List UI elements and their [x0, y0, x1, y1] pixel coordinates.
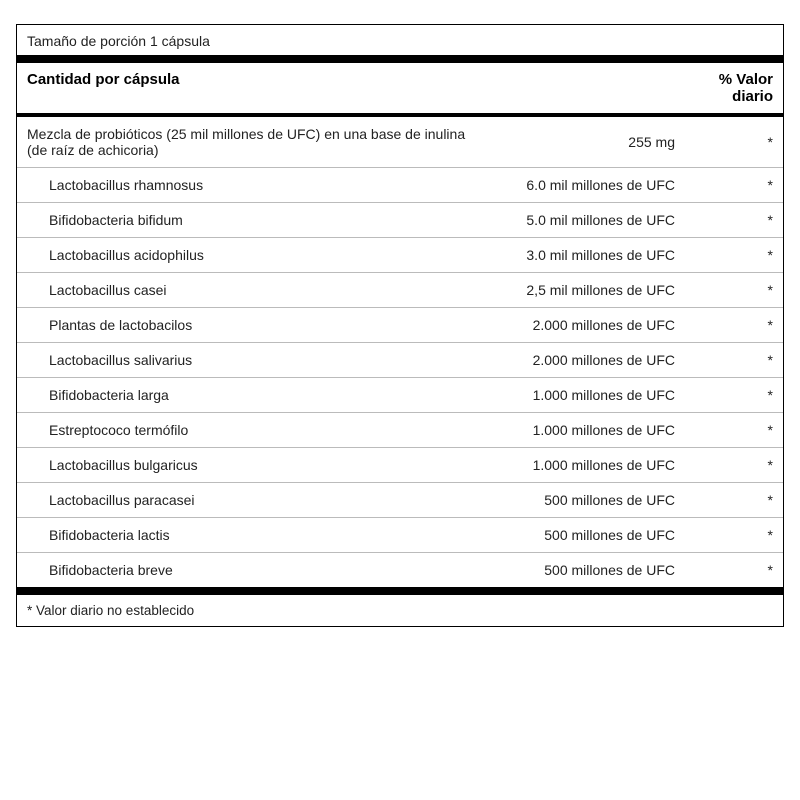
ingredient-amount: 2.000 millones de UFC	[493, 352, 683, 368]
table-header: Cantidad por cápsula % Valor diario	[17, 63, 783, 117]
ingredient-dv: *	[683, 352, 773, 368]
ingredient-name: Bifidobacteria lactis	[27, 527, 493, 543]
ingredient-name: Lactobacillus paracasei	[27, 492, 493, 508]
table-row: Lactobacillus rhamnosus6.0 mil millones …	[17, 168, 783, 203]
ingredient-name: Bifidobacteria larga	[27, 387, 493, 403]
ingredient-amount: 2,5 mil millones de UFC	[493, 282, 683, 298]
ingredient-dv: *	[683, 387, 773, 403]
ingredient-dv: *	[683, 457, 773, 473]
table-row: Lactobacillus acidophilus3.0 mil millone…	[17, 238, 783, 273]
table-row: Estreptococo termófilo1.000 millones de …	[17, 413, 783, 448]
header-amount: Cantidad por cápsula	[27, 71, 493, 105]
ingredient-name: Lactobacillus bulgaricus	[27, 457, 493, 473]
ingredient-name: Lactobacillus casei	[27, 282, 493, 298]
serving-size: Tamaño de porción 1 cápsula	[17, 25, 783, 63]
ingredient-dv: *	[683, 317, 773, 333]
ingredient-dv: *	[683, 562, 773, 578]
table-row: Plantas de lactobacilos2.000 millones de…	[17, 308, 783, 343]
ingredient-amount: 500 millones de UFC	[493, 492, 683, 508]
ingredient-amount: 1.000 millones de UFC	[493, 387, 683, 403]
ingredient-dv: *	[683, 492, 773, 508]
table-row: Bifidobacteria breve500 millones de UFC*	[17, 553, 783, 587]
table-row: Mezcla de probióticos (25 mil millones d…	[17, 117, 783, 168]
ingredient-name: Plantas de lactobacilos	[27, 317, 493, 333]
ingredient-dv: *	[683, 177, 773, 193]
ingredient-amount: 500 millones de UFC	[493, 562, 683, 578]
ingredient-name: Mezcla de probióticos (25 mil millones d…	[27, 126, 493, 158]
table-row: Lactobacillus paracasei500 millones de U…	[17, 483, 783, 518]
table-row: Lactobacillus casei2,5 mil millones de U…	[17, 273, 783, 308]
table-row: Bifidobacteria bifidum5.0 mil millones d…	[17, 203, 783, 238]
ingredient-dv: *	[683, 527, 773, 543]
ingredient-amount: 5.0 mil millones de UFC	[493, 212, 683, 228]
ingredient-amount: 1.000 millones de UFC	[493, 422, 683, 438]
ingredient-name: Lactobacillus acidophilus	[27, 247, 493, 263]
thick-separator	[17, 587, 783, 595]
table-row: Lactobacillus bulgaricus1.000 millones d…	[17, 448, 783, 483]
ingredient-name: Bifidobacteria breve	[27, 562, 493, 578]
ingredient-amount: 500 millones de UFC	[493, 527, 683, 543]
ingredient-amount: 255 mg	[493, 134, 683, 150]
ingredient-amount: 6.0 mil millones de UFC	[493, 177, 683, 193]
ingredient-amount: 3.0 mil millones de UFC	[493, 247, 683, 263]
nutrition-panel: Tamaño de porción 1 cápsula Cantidad por…	[16, 24, 784, 627]
ingredient-amount: 1.000 millones de UFC	[493, 457, 683, 473]
table-row: Lactobacillus salivarius2.000 millones d…	[17, 343, 783, 378]
ingredient-name: Lactobacillus salivarius	[27, 352, 493, 368]
ingredient-amount: 2.000 millones de UFC	[493, 317, 683, 333]
table-row: Bifidobacteria larga1.000 millones de UF…	[17, 378, 783, 413]
ingredient-name: Estreptococo termófilo	[27, 422, 493, 438]
ingredient-dv: *	[683, 282, 773, 298]
ingredient-name: Bifidobacteria bifidum	[27, 212, 493, 228]
ingredient-dv: *	[683, 422, 773, 438]
ingredient-dv: *	[683, 247, 773, 263]
ingredient-name: Lactobacillus rhamnosus	[27, 177, 493, 193]
ingredient-dv: *	[683, 212, 773, 228]
ingredient-dv: *	[683, 134, 773, 150]
header-dv: % Valor diario	[683, 71, 773, 105]
table-row: Bifidobacteria lactis500 millones de UFC…	[17, 518, 783, 553]
footnote: * Valor diario no establecido	[17, 595, 783, 626]
